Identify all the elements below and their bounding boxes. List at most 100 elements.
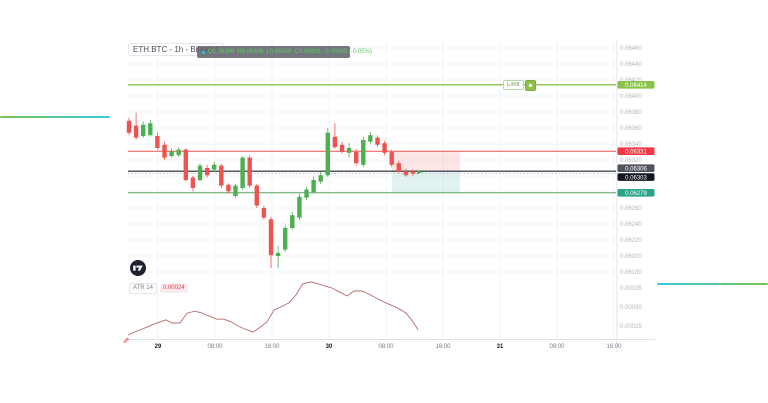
price-axis-label: 0.06400 xyxy=(620,94,642,100)
ohlc-low: L0.06300 xyxy=(266,49,292,55)
tradingview-logo-icon xyxy=(133,265,143,271)
atr-axis-label: 0.00025 xyxy=(620,324,642,330)
ohlc-summary: O0.06306 H0.06308 L0.06300 C0.06303 -0.0… xyxy=(197,46,372,58)
ohlc-close: C0.06303 xyxy=(294,49,321,55)
candle-body xyxy=(396,163,401,172)
order-quantity-button[interactable] xyxy=(524,79,536,91)
candle-direction-dot-icon xyxy=(202,50,205,54)
time-axis[interactable] xyxy=(125,340,655,353)
candle-body xyxy=(275,252,281,256)
stop-line-badge-value: 0.06331 xyxy=(625,149,647,155)
ohlc-change: -0.00003 (-0.05%) xyxy=(323,49,372,55)
stop-line-badge xyxy=(617,147,655,155)
candle-body xyxy=(126,120,132,133)
candle-body xyxy=(304,189,309,198)
price-axis-label: 0.06200 xyxy=(620,254,642,260)
time-axis-day-label: 31 xyxy=(497,344,504,350)
time-axis-labels: 29 08:00 16:00 30 08:00 16:00 31 08:00 16:00 xyxy=(155,344,623,350)
candle-body xyxy=(339,144,345,152)
candle-body xyxy=(212,164,217,170)
candle-body xyxy=(240,157,245,188)
indicator-name[interactable]: ATR 14 xyxy=(129,283,157,294)
price-axis-label: 0.06360 xyxy=(620,126,642,132)
entry-marker-icon xyxy=(417,169,422,175)
position-reward-zone[interactable] xyxy=(392,171,460,193)
time-axis-label: 08:00 xyxy=(207,344,223,350)
atr-indicator-line xyxy=(127,281,419,336)
time-axis-label: 16:00 xyxy=(264,344,280,350)
limit-order-label[interactable]: Limit xyxy=(503,79,536,91)
candle-body xyxy=(325,132,330,176)
candle-body xyxy=(183,149,188,180)
indicator-value: 0.00024 xyxy=(159,284,188,293)
price-axis[interactable] xyxy=(617,40,655,340)
candle-body xyxy=(403,171,409,176)
decor-gradient-line-right xyxy=(657,283,768,285)
price-axis-label: 0.06180 xyxy=(620,270,642,276)
candle-body xyxy=(346,148,352,153)
axis-edit-pencil-icon[interactable]: ✎ xyxy=(120,337,130,344)
price-axis-label: 0.06340 xyxy=(620,142,642,148)
price-axis-label: 0.06380 xyxy=(620,110,642,116)
time-axis-label: 08:00 xyxy=(549,344,565,350)
candle-body xyxy=(318,175,323,182)
price-badges: 0.06414 0.06331 0.06306 0.06303 0.06279 xyxy=(617,81,655,197)
time-axis-label: 16:00 xyxy=(606,344,622,350)
price-axis-labels: 0.064600.064400.064200.064000.063800.063… xyxy=(620,46,642,330)
candle-body xyxy=(133,125,139,138)
grid-layer xyxy=(128,40,616,338)
price-axis-label: 0.06440 xyxy=(620,62,642,68)
candle-body xyxy=(354,152,359,164)
candle-body xyxy=(176,149,181,156)
candle-body xyxy=(169,151,174,156)
price-axis-label: 0.06220 xyxy=(620,238,642,244)
indicator-legend[interactable]: ATR 14 0.00024 xyxy=(129,283,188,294)
candle-body xyxy=(368,135,373,142)
last-price-line-badge xyxy=(617,173,655,181)
short-position-tool[interactable] xyxy=(392,151,460,193)
limit-order-text[interactable]: Limit xyxy=(503,80,524,90)
candle-body xyxy=(162,144,167,158)
candle-body xyxy=(219,165,224,186)
candle-body xyxy=(332,136,338,148)
tradingview-logo[interactable] xyxy=(130,260,146,276)
candle-body xyxy=(261,208,267,218)
candle-body xyxy=(254,185,259,206)
ohlc-high: H0.06308 xyxy=(237,49,264,55)
candle-body xyxy=(311,180,316,192)
price-axis-label: 0.06260 xyxy=(620,206,642,212)
candle-body xyxy=(283,228,288,250)
candle-body xyxy=(290,215,295,228)
candle-body xyxy=(389,152,394,165)
candle-body xyxy=(204,168,210,176)
order-button-glyph-icon xyxy=(528,83,532,87)
candle-body xyxy=(375,137,380,145)
entry-line-badge-value: 0.06306 xyxy=(625,166,647,172)
atr-axis-label: 0.00030 xyxy=(620,305,642,311)
time-axis-label: 16:00 xyxy=(435,344,451,350)
candle-body xyxy=(197,165,203,180)
atr-axis-label: 0.00035 xyxy=(620,286,642,292)
candles-layer xyxy=(126,112,416,268)
price-axis-label: 0.06240 xyxy=(620,222,642,228)
candle-body xyxy=(190,177,196,188)
time-axis-day-label: 30 xyxy=(326,344,333,350)
candle-body xyxy=(361,140,366,165)
ohlc-open: O0.06306 xyxy=(208,49,235,55)
limit-order-line-badge xyxy=(617,81,655,89)
target-line-badge-value: 0.06279 xyxy=(625,191,647,197)
entry-line-badge xyxy=(617,164,655,172)
candle-body xyxy=(268,219,274,256)
candle-body xyxy=(382,143,387,153)
position-risk-zone[interactable] xyxy=(392,151,460,172)
time-axis-label: 08:00 xyxy=(378,344,394,350)
decor-gradient-line-left xyxy=(0,116,110,118)
candle-body xyxy=(226,184,231,192)
price-axis-label: 0.06460 xyxy=(620,46,642,52)
candle-body xyxy=(247,157,252,186)
candle-body xyxy=(233,185,238,196)
last-price-line-badge-value: 0.06303 xyxy=(625,175,647,181)
target-line-badge xyxy=(617,189,655,197)
candle-body xyxy=(410,171,416,174)
